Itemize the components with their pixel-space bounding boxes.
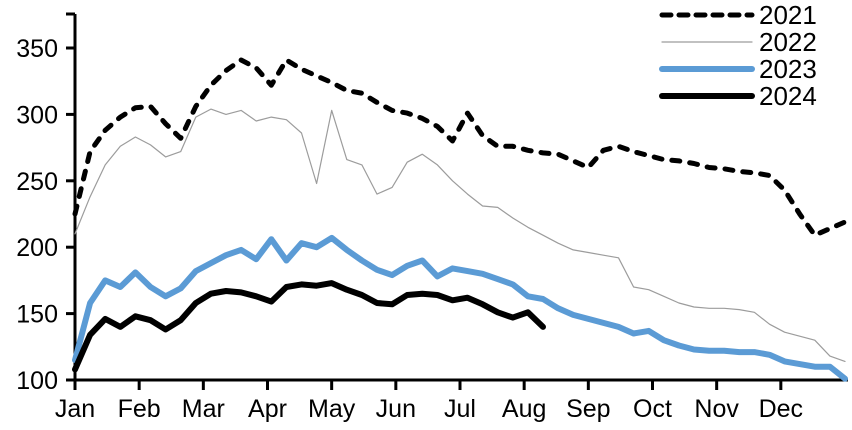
legend-entry-2022: 2022 — [759, 27, 817, 57]
x-tick-label: Jun — [376, 395, 416, 423]
y-tick-label: 100 — [16, 367, 58, 395]
y-tick-label: 350 — [16, 35, 58, 63]
y-tick-label: 150 — [16, 301, 58, 329]
x-tick-label: Feb — [118, 395, 161, 423]
x-tick-label: Sep — [566, 395, 610, 423]
legend-entry-2023: 2023 — [759, 54, 817, 84]
legend-entry-2021: 2021 — [759, 0, 817, 30]
x-tick-label: Aug — [502, 395, 546, 423]
y-tick-label: 300 — [16, 101, 58, 129]
x-tick-label: Nov — [694, 395, 739, 423]
legend-entry-2024: 2024 — [759, 81, 817, 111]
series-line-2022 — [74, 108, 846, 362]
y-tick-label: 250 — [16, 168, 58, 196]
series-line-2024 — [72, 280, 546, 373]
x-tick-label: Apr — [248, 395, 287, 423]
x-tick-label: Jan — [55, 395, 95, 423]
x-tick-label: Mar — [182, 395, 225, 423]
x-tick-label: Dec — [759, 395, 803, 423]
series-line-2023 — [72, 234, 848, 382]
x-tick-label: May — [308, 395, 356, 423]
x-tick-label: Jul — [444, 395, 476, 423]
series-line-2021 — [72, 57, 848, 238]
x-tick-label: Oct — [633, 395, 672, 423]
y-tick-label: 200 — [16, 234, 58, 262]
